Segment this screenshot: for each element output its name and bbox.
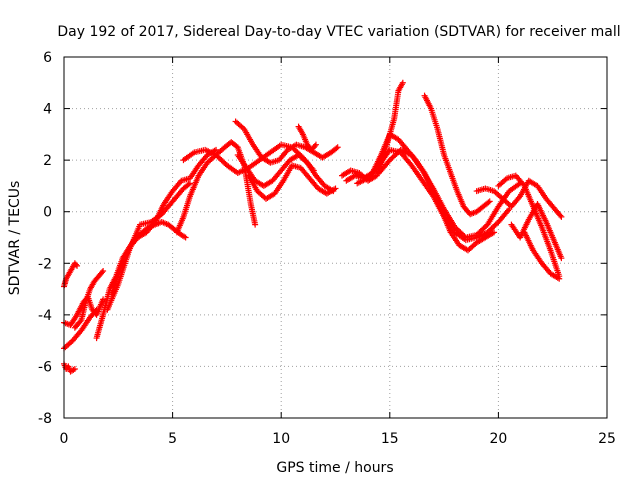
data-point xyxy=(333,145,340,152)
grid-lines xyxy=(64,57,607,418)
data-point xyxy=(182,234,189,241)
data-point xyxy=(72,261,79,268)
series-sat-v xyxy=(508,200,565,262)
data-point xyxy=(491,229,498,236)
y-tick-label: -4 xyxy=(38,308,52,324)
x-tick-label: 10 xyxy=(272,431,290,447)
x-tick-label: 25 xyxy=(598,431,616,447)
data-point xyxy=(332,185,339,192)
data-point xyxy=(312,141,319,148)
x-axis-label: GPS time / hours xyxy=(276,460,393,476)
series-sat-g xyxy=(104,180,193,313)
y-tick-label: 0 xyxy=(43,205,52,221)
data-point xyxy=(71,366,78,373)
axes: 0 5 10 15 20 25 -8 -6 -4 -2 0 2 4 6 xyxy=(38,50,616,447)
data-point xyxy=(92,307,99,314)
series-sat-m xyxy=(245,162,339,202)
series-sat-h xyxy=(108,146,220,298)
series-sat-d xyxy=(61,306,100,352)
series-sat-n xyxy=(295,123,319,153)
plot-frame xyxy=(63,56,608,419)
data-point xyxy=(252,221,259,228)
series-sat-s xyxy=(421,92,493,218)
y-tick-label: -8 xyxy=(38,411,52,427)
y-axis-label: SDTVAR / TECUs xyxy=(7,181,23,296)
data-point xyxy=(311,142,318,149)
y-tick-label: 6 xyxy=(43,50,52,66)
series-sat-w xyxy=(521,229,563,282)
x-tick-label: 20 xyxy=(489,431,507,447)
y-tick-label: 2 xyxy=(43,153,52,169)
data-point xyxy=(399,79,406,86)
y-tick-label: -2 xyxy=(38,256,52,272)
series-sat-a xyxy=(61,360,78,375)
data-point xyxy=(77,318,84,325)
data-point xyxy=(99,269,106,276)
series-sat-k xyxy=(232,118,341,166)
data-point xyxy=(486,198,493,205)
data-point xyxy=(186,180,193,187)
data-point xyxy=(556,275,563,282)
data-point xyxy=(74,262,81,269)
data-point xyxy=(558,255,565,262)
y-tick-label: -6 xyxy=(38,359,52,375)
data-point xyxy=(185,181,192,188)
y-tick-label: 4 xyxy=(43,102,52,118)
data-point xyxy=(334,144,341,151)
chart-title: Day 192 of 2017, Sidereal Day-to-day VTE… xyxy=(57,24,620,40)
data-point xyxy=(485,199,492,206)
data-points xyxy=(61,79,565,375)
x-tick-label: 15 xyxy=(381,431,399,447)
x-tick-label: 0 xyxy=(60,431,69,447)
data-point xyxy=(93,306,100,313)
x-tick-label: 5 xyxy=(168,431,177,447)
data-point xyxy=(100,296,107,303)
data-point xyxy=(558,213,565,220)
series-sat-e xyxy=(71,268,107,331)
data-point xyxy=(100,268,107,275)
data-point xyxy=(557,212,564,219)
